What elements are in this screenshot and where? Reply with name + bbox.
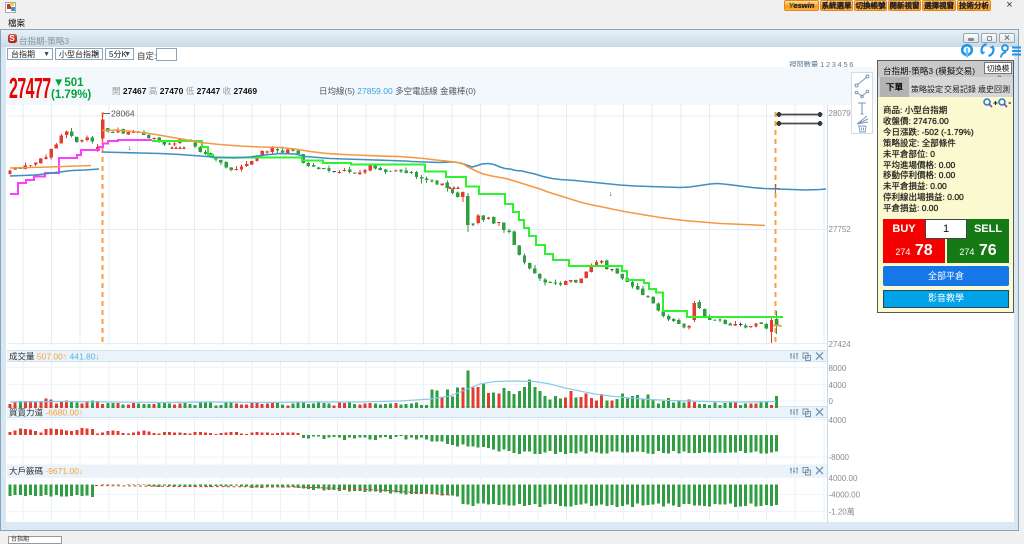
svg-text:-8000: -8000 [829, 453, 850, 462]
svg-text:-1.20萬: -1.20萬 [829, 507, 855, 517]
svg-text:28079: 28079 [829, 109, 852, 118]
svg-text:大戶籢碼 -9671.00↓: 大戶籢碼 -9671.00↓ [9, 466, 83, 476]
svg-text:0: 0 [829, 397, 834, 406]
svg-text:↓: ↓ [74, 135, 78, 142]
svg-text:買賣力道 -6680.00↑: 買賣力道 -6680.00↑ [9, 408, 83, 418]
svg-text:4000.00: 4000.00 [829, 474, 858, 483]
svg-text:27752: 27752 [829, 225, 852, 234]
svg-text:28064: 28064 [111, 109, 135, 119]
svg-text:4000: 4000 [829, 416, 847, 425]
svg-text:成交量 507.00↑ 441.80↓: 成交量 507.00↑ 441.80↓ [9, 352, 100, 362]
svg-text:↓: ↓ [128, 145, 132, 152]
svg-text:4000: 4000 [829, 381, 847, 390]
svg-text:27424: 27424 [829, 340, 852, 349]
svg-text:8000: 8000 [829, 364, 847, 373]
svg-text:↓: ↓ [609, 191, 613, 198]
svg-text:-4000.00: -4000.00 [829, 491, 861, 500]
